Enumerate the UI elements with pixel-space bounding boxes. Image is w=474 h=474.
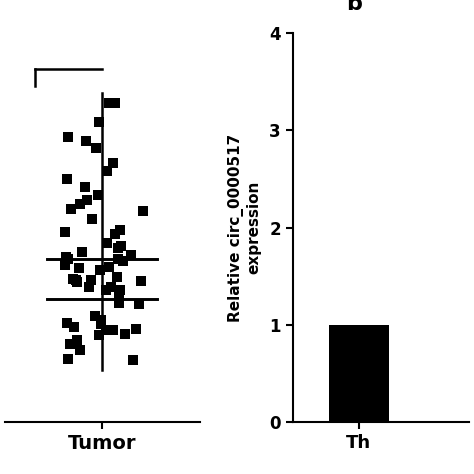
Point [72, 276, 80, 284]
Point [73, 278, 81, 285]
Point [64, 175, 71, 183]
Point [109, 159, 117, 167]
Point [97, 316, 105, 323]
Point [75, 264, 83, 272]
Point [91, 312, 99, 320]
Point [95, 118, 103, 126]
Point [81, 183, 89, 191]
Point [94, 191, 101, 199]
Point [135, 300, 143, 308]
Point [115, 244, 122, 252]
Point [82, 137, 90, 145]
Point [105, 263, 112, 271]
Point [114, 255, 122, 263]
Point [76, 346, 84, 354]
Point [67, 205, 74, 213]
Point [92, 144, 100, 152]
Point [119, 257, 127, 264]
Point [111, 100, 119, 107]
Point [139, 207, 146, 215]
Point [69, 275, 76, 283]
Point [102, 286, 109, 293]
Point [109, 326, 117, 334]
Point [105, 99, 113, 107]
Point [87, 276, 94, 284]
Point [95, 331, 102, 339]
Point [76, 200, 84, 208]
Point [78, 248, 86, 255]
Point [111, 231, 119, 238]
Point [113, 273, 120, 281]
Point [96, 266, 104, 274]
Point [70, 323, 78, 330]
Point [116, 226, 124, 233]
Point [62, 253, 70, 261]
Point [129, 356, 137, 364]
Bar [328, 325, 389, 422]
Point [85, 284, 92, 292]
Point [103, 167, 110, 175]
Point [116, 286, 124, 294]
Point [61, 228, 69, 236]
Point [115, 292, 122, 299]
Point [128, 252, 135, 259]
Point [88, 215, 95, 223]
Point [66, 340, 73, 347]
Point [73, 336, 81, 343]
Point [121, 330, 129, 337]
Point [63, 319, 70, 327]
Text: b: b [346, 0, 363, 14]
Y-axis label: Relative circ_0000517
expression: Relative circ_0000517 expression [228, 133, 261, 322]
Point [64, 255, 72, 262]
Point [118, 242, 125, 250]
Point [64, 133, 72, 141]
Point [132, 325, 140, 333]
Point [137, 277, 145, 284]
Point [98, 320, 105, 328]
Point [62, 261, 69, 269]
Point [103, 239, 110, 246]
Point [65, 356, 73, 363]
Point [83, 196, 91, 203]
Point [102, 326, 109, 334]
Point [115, 300, 122, 307]
Point [107, 283, 114, 291]
